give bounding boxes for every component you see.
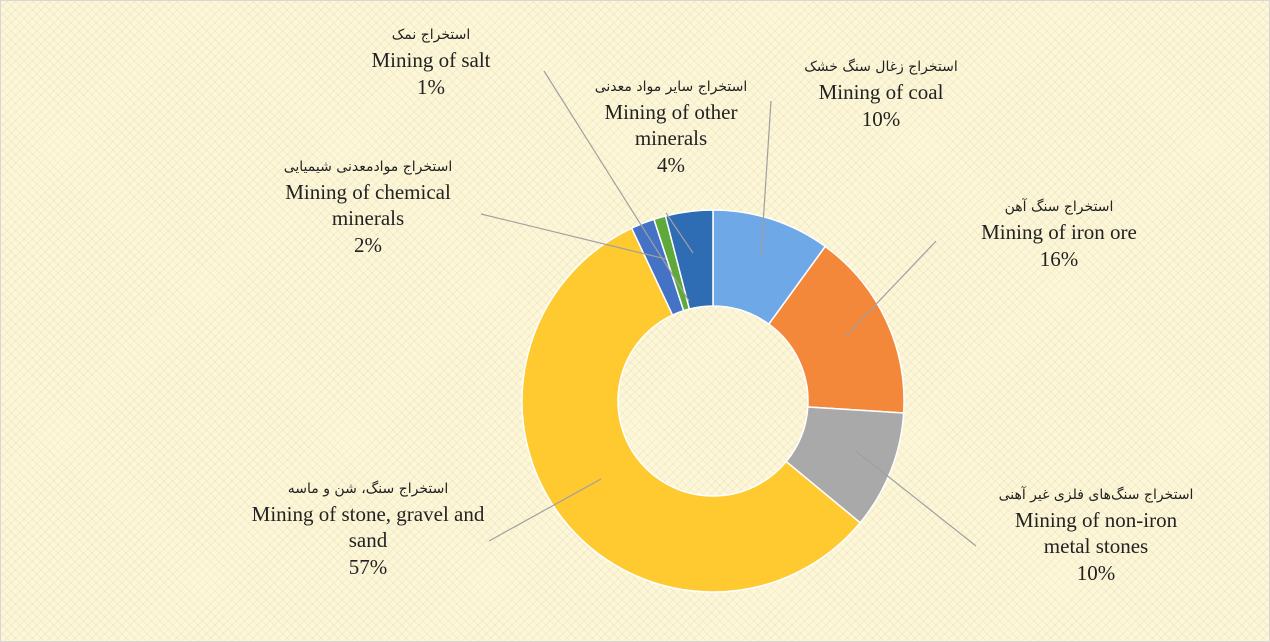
- leader-line: [760, 100, 772, 257]
- label-persian: استخراج موادمعدنی شیمیایی: [283, 159, 453, 175]
- leader-line: [543, 70, 690, 302]
- label-percent: 4%: [657, 153, 685, 177]
- donut-segment: [664, 209, 714, 310]
- data-label: استخراج سنگ‌های فلزی غیر آهنی Mining of n…: [991, 487, 1201, 587]
- data-label: استخراج زغال سنگ خشک Mining of coal 10%: [781, 59, 981, 133]
- label-persian: استخراج سنگ‌های فلزی غیر آهنی: [998, 487, 1194, 503]
- label-percent: 1%: [417, 75, 445, 99]
- label-percent: 10%: [861, 107, 901, 131]
- label-english: Mining of stone, gravel and sand: [251, 502, 485, 552]
- label-english: Mining of other minerals: [604, 100, 738, 150]
- leader-line: [845, 240, 937, 337]
- label-english: Mining of non-iron metal stones: [1014, 508, 1178, 558]
- label-english: Mining of iron ore: [981, 220, 1137, 244]
- data-label: استخراج موادمعدنی شیمیایی Mining of chemi…: [251, 159, 486, 259]
- label-persian: استخراج سنگ آهن: [1004, 199, 1114, 215]
- label-percent: 2%: [354, 233, 382, 257]
- donut-segment: [521, 227, 862, 593]
- data-label: استخراج سایر مواد معدنی Mining of other m…: [571, 79, 771, 179]
- label-persian: استخراج زغال سنگ خشک: [804, 59, 958, 75]
- label-persian: استخراج نمک: [391, 27, 471, 43]
- label-english: Mining of coal: [818, 80, 944, 104]
- label-percent: 57%: [348, 555, 388, 579]
- label-english: Mining of salt: [371, 48, 491, 72]
- leader-line: [855, 450, 977, 547]
- label-persian: استخراج سایر مواد معدنی: [594, 79, 748, 95]
- label-english: Mining of chemical minerals: [285, 180, 451, 230]
- donut-segment: [767, 245, 905, 414]
- leader-line: [480, 213, 667, 260]
- label-persian: استخراج سنگ، شن و ماسه: [287, 481, 449, 497]
- label-percent: 16%: [1039, 247, 1079, 271]
- label-percent: 10%: [1076, 561, 1116, 585]
- leader-line: [665, 212, 694, 254]
- data-label: استخراج نمک Mining of salt 1%: [356, 27, 506, 101]
- leader-line: [488, 478, 602, 542]
- data-label: استخراج سنگ، شن و ماسه Mining of stone, g…: [233, 481, 503, 581]
- data-label: استخراج سنگ آهن Mining of iron ore 16%: [974, 199, 1144, 273]
